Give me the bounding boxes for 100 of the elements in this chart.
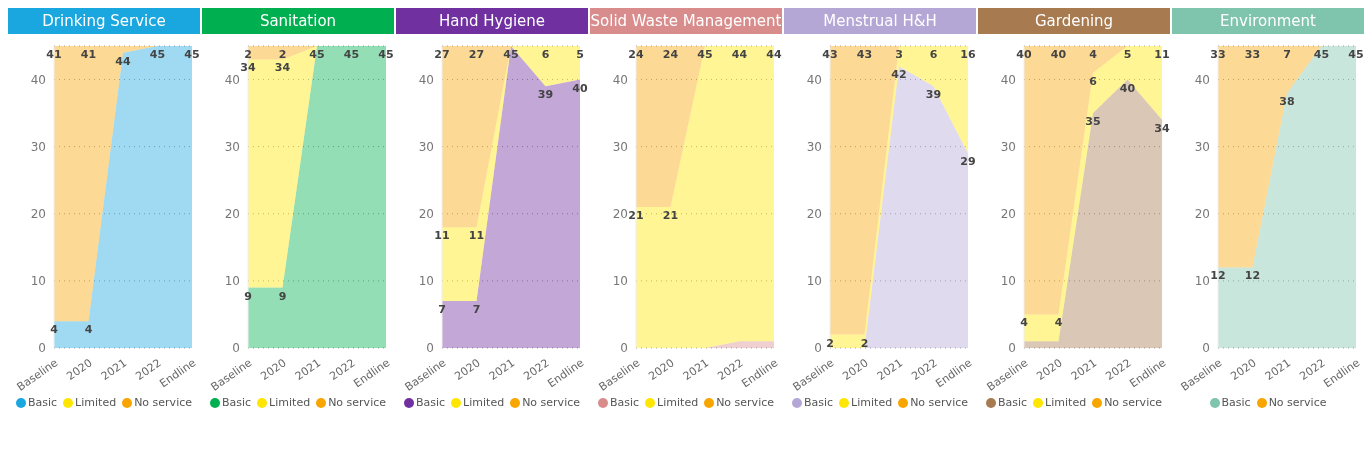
data-label: 44 [115, 54, 131, 68]
chart-title: Sanitation [202, 8, 394, 34]
chart-title: Gardening [978, 8, 1170, 34]
data-label: 9 [278, 289, 287, 303]
y-tick-label: 30 [30, 139, 46, 154]
y-tick-label: 40 [612, 72, 628, 87]
y-tick-label: 20 [806, 207, 822, 222]
data-label: 7 [1283, 48, 1291, 61]
data-label: 44 [766, 48, 782, 61]
y-tick-label: 10 [806, 274, 822, 289]
data-label: 39 [537, 88, 554, 102]
legend-label: No service [134, 396, 192, 409]
data-label: 4 [1054, 316, 1063, 330]
data-label: 34 [1154, 121, 1170, 135]
data-label: 24 [628, 48, 644, 61]
data-label: 12 [1244, 269, 1261, 283]
data-label: 11 [434, 229, 450, 243]
data-label: 43 [822, 48, 838, 61]
y-tick-label: 40 [1000, 72, 1016, 87]
data-label: 2 [860, 336, 869, 350]
legend-label: Limited [463, 396, 505, 409]
data-label: 40 [1119, 81, 1136, 95]
y-tick-label: 10 [224, 274, 240, 289]
chart-title: Menstrual H&H [784, 8, 976, 34]
y-tick-label: 20 [1000, 207, 1016, 222]
data-label: 24 [662, 48, 679, 61]
legend-label: No service [328, 396, 386, 409]
legend-label: Limited [269, 396, 311, 409]
legend-label: No service [1104, 396, 1162, 409]
data-label: 33 [1210, 48, 1226, 61]
data-label: 21 [662, 209, 679, 223]
y-tick-label: 30 [1000, 139, 1016, 154]
y-tick-label: 40 [418, 72, 434, 87]
legend-label: Basic [997, 396, 1028, 409]
data-label: 6 [541, 48, 550, 61]
data-label: 38 [1279, 94, 1295, 108]
legend-label: Basic [221, 396, 252, 409]
legend-label: Limited [657, 396, 699, 409]
data-label: 45 [149, 48, 166, 61]
data-label: 40 [1016, 48, 1032, 61]
y-tick-label: 10 [1194, 274, 1210, 289]
data-label: 21 [628, 209, 644, 223]
y-tick-label: 40 [1194, 72, 1210, 87]
data-label: 45 [1313, 48, 1330, 61]
y-tick-label: 30 [806, 139, 822, 154]
data-label: 34 [240, 61, 256, 75]
y-tick-label: 20 [418, 207, 434, 222]
data-label: 39 [925, 88, 942, 102]
data-label: 41 [80, 48, 97, 61]
legend-label: No service [910, 396, 968, 409]
y-tick-label: 30 [1194, 139, 1210, 154]
y-tick-label: 30 [418, 139, 434, 154]
legend-label: Limited [1045, 396, 1087, 409]
data-label: 5 [576, 48, 584, 61]
y-tick-label: 0 [620, 341, 628, 356]
data-label: 4 [1089, 48, 1098, 61]
chart-title: Solid Waste Management [590, 8, 782, 34]
data-label: 7 [472, 303, 481, 317]
data-label: 6 [929, 48, 938, 61]
y-tick-label: 0 [426, 341, 434, 356]
y-tick-label: 10 [612, 274, 628, 289]
data-label: 2 [278, 48, 287, 61]
y-tick-label: 20 [224, 207, 240, 222]
data-label: 44 [731, 48, 748, 61]
data-label: 45 [697, 48, 713, 61]
y-tick-label: 20 [30, 207, 46, 222]
legend-label: No service [1268, 396, 1327, 409]
data-label: 41 [46, 48, 62, 61]
data-label: 34 [274, 61, 291, 75]
y-tick-label: 20 [612, 207, 628, 222]
data-label: 16 [960, 48, 976, 61]
legend-label: No service [716, 396, 774, 409]
y-tick-label: 10 [30, 274, 46, 289]
y-tick-label: 0 [232, 341, 240, 356]
data-label: 45 [1348, 48, 1364, 61]
chart-title: Hand Hygiene [396, 8, 588, 34]
data-label: 27 [434, 48, 450, 61]
legend-label: Basic [27, 396, 58, 409]
data-label: 9 [244, 289, 252, 303]
y-tick-label: 10 [418, 274, 434, 289]
data-label: 11 [1154, 48, 1170, 61]
data-label: 6 [1089, 74, 1098, 88]
legend-label: Basic [803, 396, 834, 409]
legend-label: No service [522, 396, 580, 409]
data-label: 4 [84, 323, 93, 337]
data-label: 33 [1244, 48, 1261, 61]
data-label: 45 [343, 48, 360, 61]
data-label: 4 [1020, 316, 1029, 330]
legend-label: Basic [415, 396, 446, 409]
data-label: 3 [895, 48, 903, 61]
data-label: 42 [891, 68, 907, 82]
data-label: 35 [1085, 115, 1101, 129]
y-tick-label: 0 [1008, 341, 1016, 356]
y-tick-label: 30 [224, 139, 240, 154]
y-tick-label: 0 [1202, 341, 1210, 356]
y-tick-label: 0 [38, 341, 46, 356]
data-label: 7 [438, 303, 446, 317]
data-label: 5 [1123, 48, 1132, 61]
data-label: 12 [1210, 269, 1226, 283]
data-label: 2 [244, 48, 252, 61]
